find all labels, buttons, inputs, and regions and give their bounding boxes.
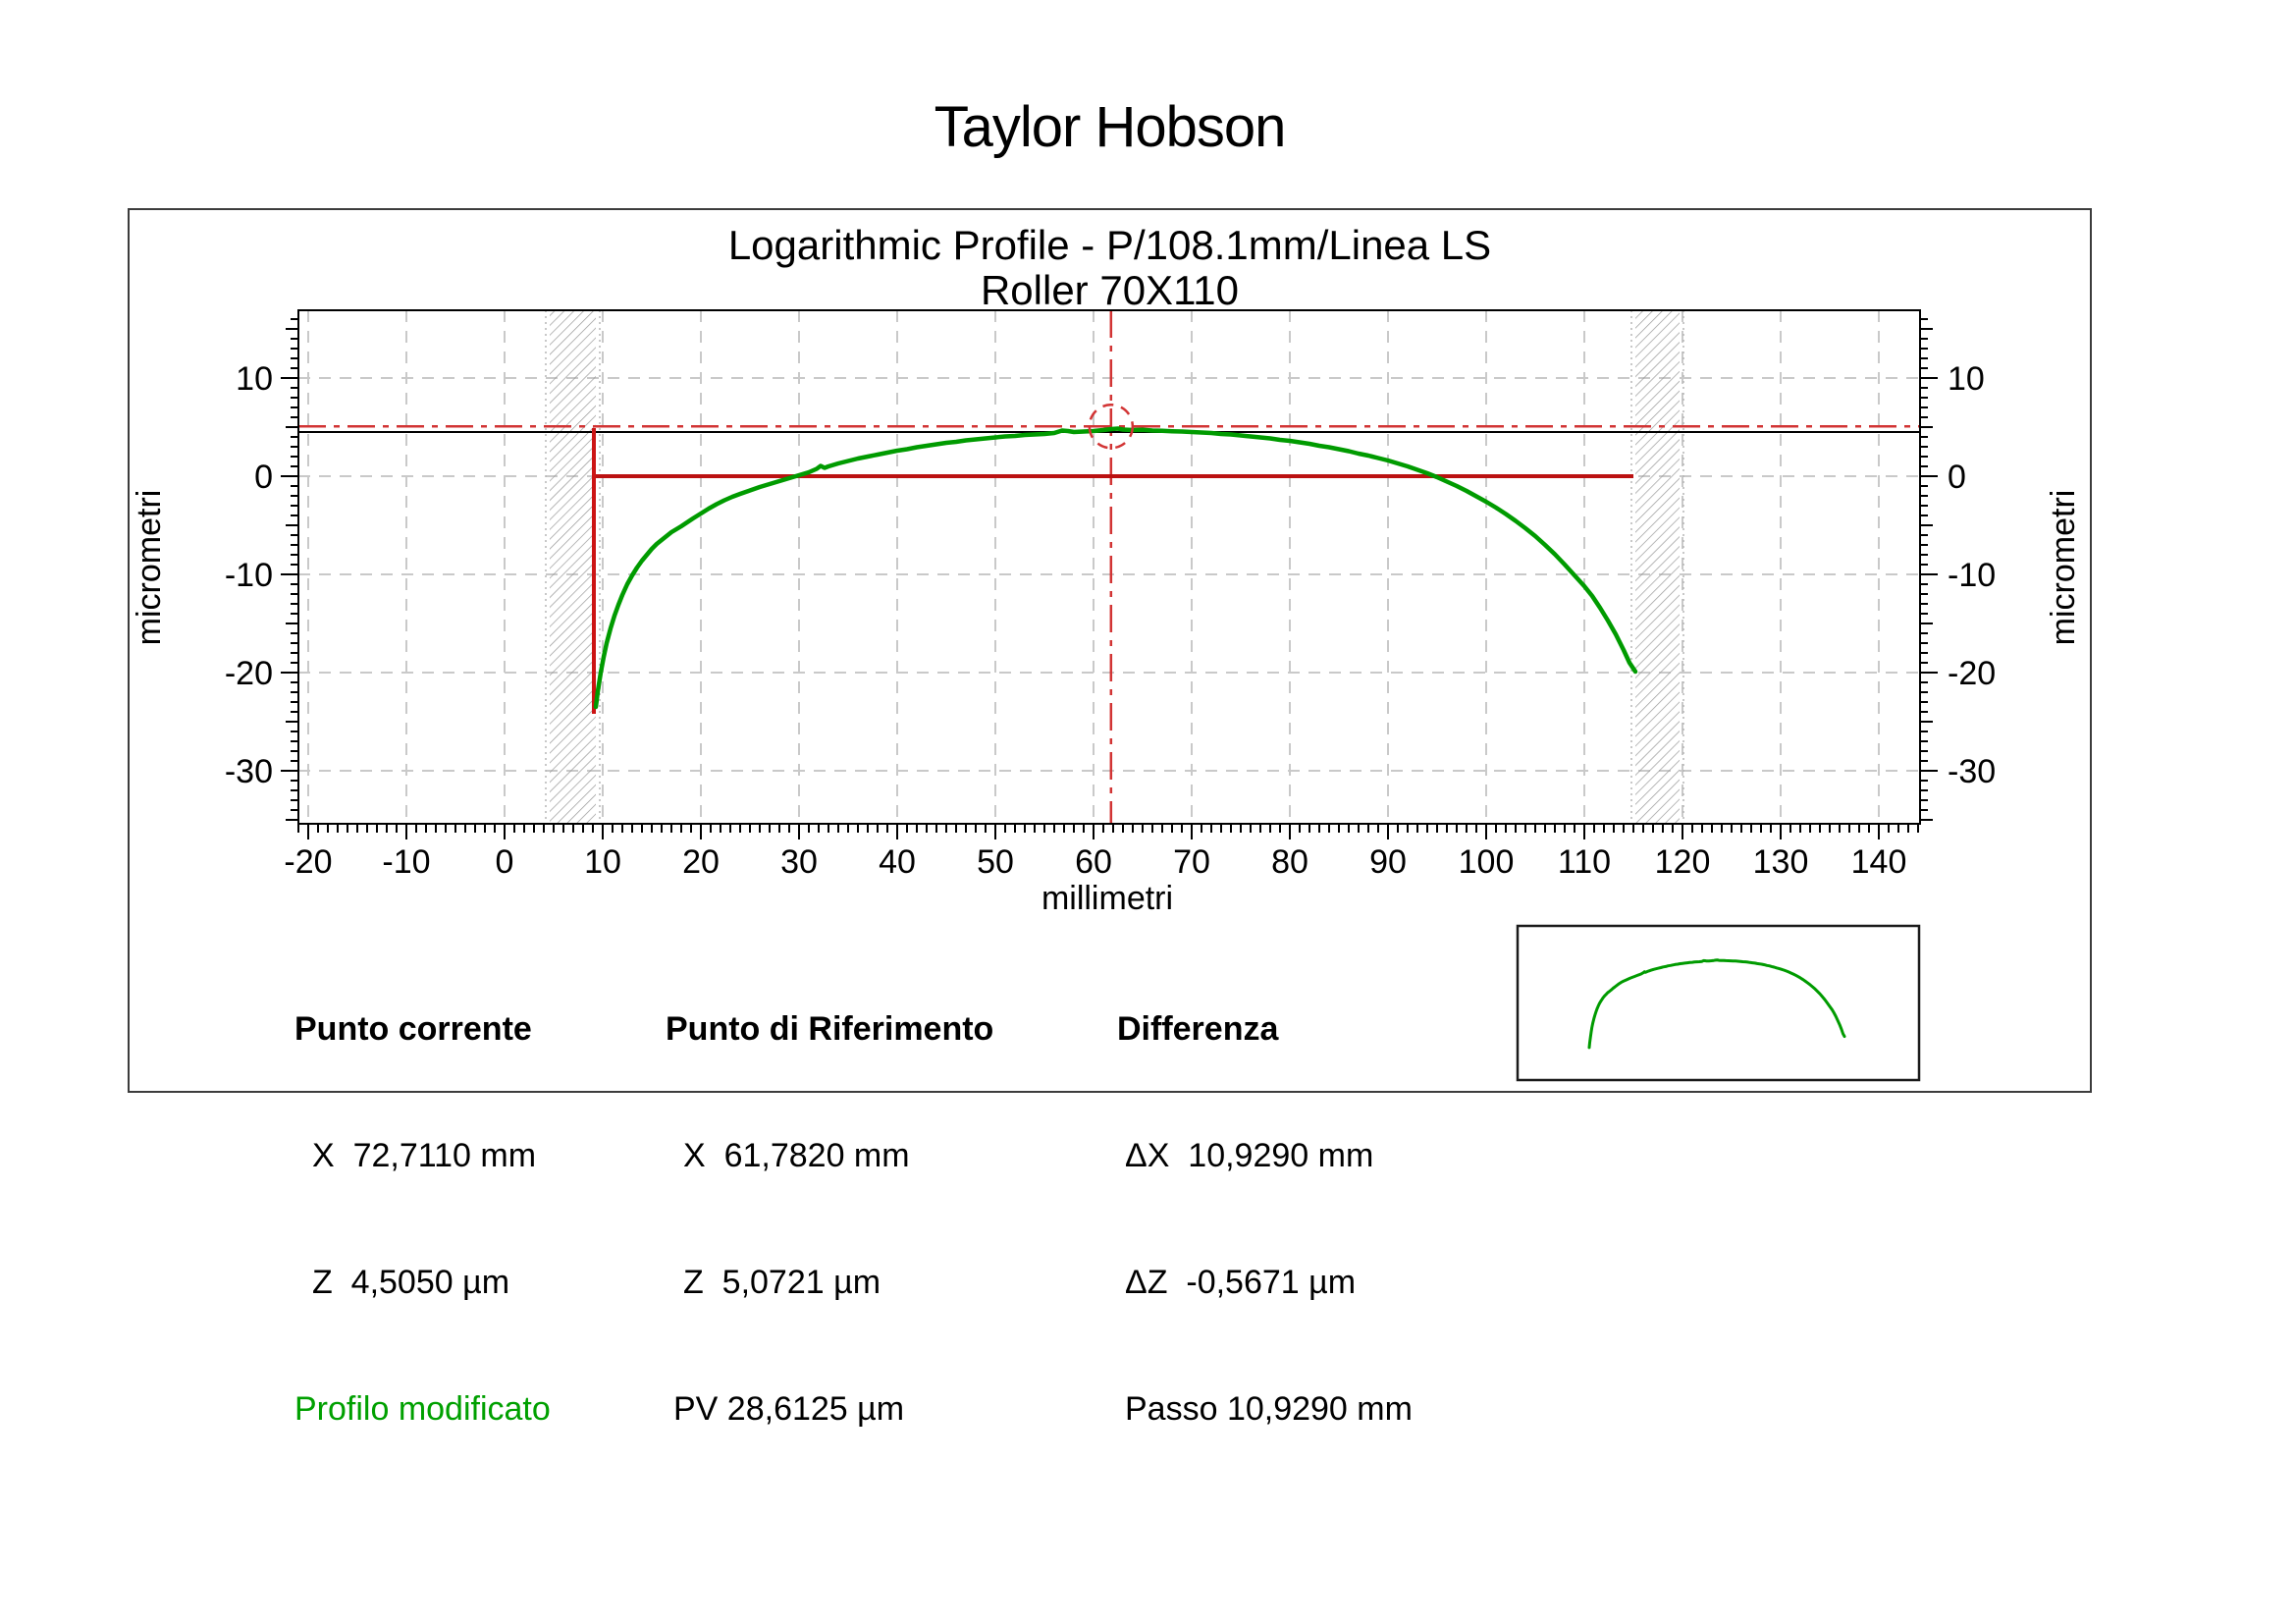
info-profile-modified-note: Profilo modificato bbox=[294, 1390, 551, 1428]
svg-text:60: 60 bbox=[1075, 843, 1112, 881]
axis-labels-layer: millimetri micrometri micrometri bbox=[131, 490, 2082, 917]
info-difference-passo: Passo 10,9290 mm bbox=[1125, 1390, 1413, 1428]
svg-text:90: 90 bbox=[1369, 843, 1407, 881]
reference-circle-marker bbox=[1088, 404, 1135, 450]
info-difference-dx: ΔX 10,9290 mm bbox=[1125, 1137, 1374, 1174]
svg-text:-20: -20 bbox=[225, 655, 273, 692]
svg-text:70: 70 bbox=[1173, 843, 1210, 881]
svg-text:0: 0 bbox=[254, 459, 273, 496]
tick-labels-layer: -20 -10 0 10 20 30 40 50 60 70 80 90 100 110 120 130 140… bbox=[225, 360, 1996, 881]
info-difference: Differenza ΔX 10,9290 mm ΔZ -0,5671 µm P… bbox=[1117, 924, 1413, 1515]
svg-text:130: 130 bbox=[1753, 843, 1809, 881]
svg-text:-10: -10 bbox=[225, 557, 273, 594]
svg-text:30: 30 bbox=[780, 843, 818, 881]
cutoff-bands-layer bbox=[545, 310, 1684, 824]
reference-lines-layer bbox=[298, 310, 1920, 824]
info-reference-point: Punto di Riferimento X 61,7820 mm Z 5,07… bbox=[666, 924, 993, 1515]
inset-preview-box bbox=[1516, 924, 1921, 1082]
plot-frame-layer bbox=[297, 309, 1921, 825]
y-axis-label-right: micrometri bbox=[2045, 490, 2082, 646]
info-reference-pv: PV 28,6125 µm bbox=[673, 1390, 905, 1428]
info-current-header: Punto corrente bbox=[294, 1010, 532, 1048]
svg-text:40: 40 bbox=[879, 843, 916, 881]
svg-text:140: 140 bbox=[1851, 843, 1907, 881]
info-current-x: X 72,7110 mm bbox=[312, 1137, 537, 1174]
svg-text:100: 100 bbox=[1459, 843, 1515, 881]
info-reference-header: Punto di Riferimento bbox=[666, 1010, 994, 1048]
svg-text:20: 20 bbox=[682, 843, 720, 881]
svg-text:80: 80 bbox=[1271, 843, 1308, 881]
svg-text:10: 10 bbox=[1948, 360, 1985, 398]
svg-text:-20: -20 bbox=[1948, 655, 1996, 692]
profile-curve bbox=[593, 426, 1638, 710]
axis-ticks-layer bbox=[281, 318, 1938, 839]
x-axis-label: millimetri bbox=[1041, 880, 1173, 917]
svg-text:-30: -30 bbox=[1948, 753, 1996, 790]
svg-text:10: 10 bbox=[584, 843, 621, 881]
svg-text:50: 50 bbox=[977, 843, 1014, 881]
svg-text:120: 120 bbox=[1655, 843, 1711, 881]
info-reference-z: Z 5,0721 µm bbox=[683, 1264, 881, 1301]
svg-text:-10: -10 bbox=[1948, 557, 1996, 594]
svg-text:-20: -20 bbox=[284, 843, 332, 881]
svg-text:-30: -30 bbox=[225, 753, 273, 790]
y-axis-label-left: micrometri bbox=[131, 490, 168, 646]
info-current-z: Z 4,5050 µm bbox=[312, 1264, 510, 1301]
inset-preview-layer bbox=[1516, 924, 1921, 1082]
inset-profile-curve bbox=[1587, 958, 1846, 1050]
info-current-point: Punto corrente X 72,7110 mm Z 4,5050 µm … bbox=[294, 924, 551, 1515]
chart-title-line2: Roller 70X110 bbox=[980, 267, 1240, 313]
info-reference-x: X 61,7820 mm bbox=[683, 1137, 910, 1174]
svg-text:10: 10 bbox=[236, 360, 273, 398]
profile-curve-layer bbox=[593, 404, 1638, 710]
info-difference-header: Differenza bbox=[1117, 1010, 1279, 1048]
info-difference-dz: ΔZ -0,5671 µm bbox=[1125, 1264, 1357, 1301]
page-title: Taylor Hobson bbox=[934, 95, 1287, 159]
chart-title-line1: Logarithmic Profile - P/108.1mm/Linea LS bbox=[727, 222, 1492, 268]
svg-text:-10: -10 bbox=[382, 843, 430, 881]
svg-text:110: 110 bbox=[1558, 843, 1611, 881]
svg-text:0: 0 bbox=[496, 843, 514, 881]
svg-text:0: 0 bbox=[1948, 459, 1966, 496]
